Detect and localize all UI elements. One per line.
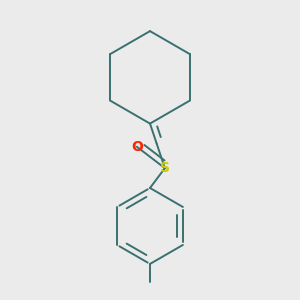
Text: O: O [131,140,143,154]
Text: S: S [160,161,170,175]
